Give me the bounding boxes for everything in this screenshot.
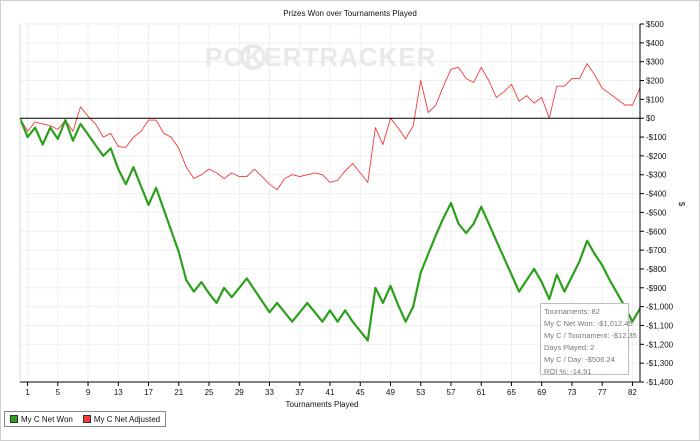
x-tick-label: 29	[235, 388, 244, 397]
x-tick-label: 73	[567, 388, 576, 397]
legend-item-net-adjusted[interactable]: My C Net Adjusted	[82, 414, 161, 424]
x-tick-label: 5	[56, 388, 61, 397]
y-tick-label: -$100	[646, 133, 667, 142]
legend: My C Net Won My C Net Adjusted	[4, 411, 166, 427]
x-tick-label: 69	[537, 388, 546, 397]
y-tick-label: $100	[646, 95, 664, 104]
y-tick-label: -$1,100	[646, 321, 674, 330]
x-tick-label: 21	[174, 388, 183, 397]
y-tick-label: -$800	[646, 265, 667, 274]
x-tick-label: 57	[447, 388, 456, 397]
tooltip-per-day: My C / Day: -$506.24	[544, 355, 615, 364]
y-tick-label: -$600	[646, 227, 667, 236]
series-line-net-won	[18, 117, 641, 342]
poker-chip-logo-icon	[240, 44, 266, 70]
legend-swatch-net-adjusted	[82, 415, 91, 423]
watermark: POKERTRACKER	[205, 42, 437, 72]
y-tick-label: -$1,200	[646, 340, 674, 349]
x-tick-label: 82	[628, 388, 637, 397]
y-tick-label: -$1,300	[646, 359, 674, 368]
x-tick-label: 33	[265, 388, 274, 397]
tooltip-net-won: My C Net Won: -$1,012.45	[544, 319, 633, 328]
tooltip-tournaments: Tournaments: 82	[544, 307, 600, 316]
x-tick-label: 41	[326, 388, 335, 397]
x-tick-label: 77	[598, 388, 607, 397]
y-tick-label: $300	[646, 58, 664, 67]
x-axis-title: Tournaments Played	[286, 400, 359, 409]
y-tick-label: -$1,000	[646, 303, 674, 312]
x-tick-label: 13	[114, 388, 123, 397]
y-tick-label: -$900	[646, 284, 667, 293]
tooltip-roi: ROI %: -14.91	[544, 367, 592, 376]
x-tick-label: 1	[25, 388, 30, 397]
y-tick-label: -$500	[646, 208, 667, 217]
y-tick-label: $400	[646, 39, 664, 48]
y-tick-label: $0	[646, 114, 655, 123]
y-axis-title: $	[677, 202, 686, 207]
legend-swatch-net-won	[10, 415, 18, 423]
y-tick-label: -$1,400	[646, 378, 674, 387]
tooltip-days-played: Days Played: 2	[544, 343, 595, 352]
data-point-tooltip: Tournaments: 82 My C Net Won: -$1,012.45…	[540, 303, 637, 376]
legend-label-net-adjusted: My C Net Adjusted	[93, 414, 161, 424]
x-tick-label: 25	[205, 388, 214, 397]
y-tick-label: -$300	[646, 171, 667, 180]
watermark-text: POKERTRACKER	[205, 42, 437, 72]
x-tick-label: 65	[507, 388, 516, 397]
y-tick-label: -$400	[646, 190, 667, 199]
x-tick-label: 45	[356, 388, 365, 397]
y-tick-label: $200	[646, 77, 664, 86]
series-line-net-adjusted	[19, 63, 641, 191]
axes: $500 $400 $300 $200 $100 $0 -$100 -$200 -$300 -$4…	[19, 20, 674, 397]
series-layer	[18, 63, 641, 342]
y-tick-label: $500	[646, 20, 664, 29]
x-tick-label: 53	[416, 388, 425, 397]
x-tick-label: 61	[477, 388, 486, 397]
tooltip-per-tournament: My C / Tournament: -$12.35	[544, 331, 637, 340]
y-tick-label: -$700	[646, 246, 667, 255]
x-tick-label: 37	[295, 388, 304, 397]
chart-title: Prizes Won over Tournaments Played	[283, 9, 417, 18]
legend-item-net-won[interactable]: My C Net Won	[10, 415, 73, 424]
x-tick-label: 9	[86, 388, 91, 397]
x-tick-label: 49	[386, 388, 395, 397]
y-tick-label: -$200	[646, 152, 667, 161]
x-tick-label: 17	[144, 388, 153, 397]
legend-label-net-won: My C Net Won	[21, 414, 73, 424]
